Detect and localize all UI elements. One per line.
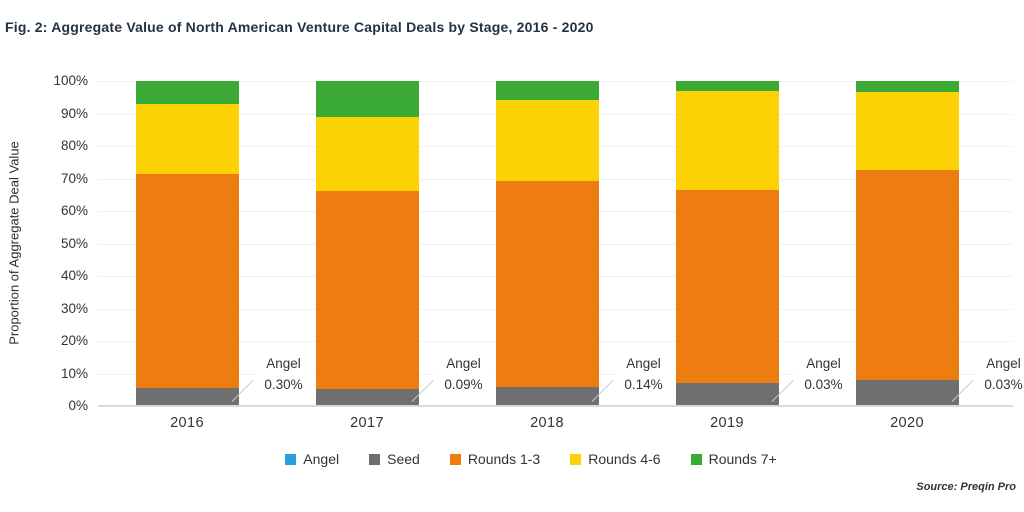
y-tick-label: 30%	[60, 300, 88, 316]
bar-segment-rounds-7-	[855, 81, 959, 93]
annotation-label-2017: Angel 0.09%	[434, 352, 493, 396]
y-tick-label: 70%	[60, 170, 88, 186]
legend-swatch-icon	[285, 453, 297, 465]
annotation-label-2020: Angel 0.03%	[974, 352, 1024, 396]
y-tick-label: 60%	[60, 203, 88, 218]
legend-item-rounds-4-6: Rounds 4-6	[570, 451, 661, 467]
stacked-bar-2019	[675, 81, 779, 406]
bar-segment-rounds-4-6	[315, 117, 419, 191]
legend-label: Rounds 1-3	[467, 451, 541, 467]
legend-swatch-icon	[690, 453, 702, 465]
annotation-series-name: Angel	[446, 356, 481, 371]
bar-segment-rounds-4-6	[495, 100, 599, 182]
x-tick-label: 2018	[530, 415, 564, 431]
annotation-label-2016: Angel 0.30%	[254, 352, 313, 396]
y-tick-label: 20%	[60, 333, 88, 348]
stacked-bar-2017	[315, 81, 419, 406]
bar-segment-rounds-1-3	[135, 173, 239, 389]
annotation-value: 0.09%	[444, 377, 483, 392]
x-axis-line	[98, 405, 1013, 407]
legend-swatch-icon	[570, 453, 582, 465]
y-axis-title: Proportion of Aggregate Deal Value	[6, 141, 22, 345]
legend-label: Angel	[303, 451, 340, 467]
legend-item-rounds-1-3: Rounds 1-3	[449, 451, 541, 467]
bar-segment-rounds-7-	[315, 81, 419, 118]
stacked-bar-2016	[135, 81, 239, 406]
y-tick-label: 90%	[60, 105, 88, 121]
y-tick-label: 50%	[60, 235, 88, 251]
legend-label: Seed	[387, 451, 420, 467]
annotation-value: 0.03%	[984, 377, 1023, 392]
legend-swatch-icon	[449, 453, 461, 465]
bar-segment-rounds-1-3	[495, 181, 599, 388]
bar-segment-rounds-1-3	[675, 189, 779, 383]
bar-segment-rounds-4-6	[675, 91, 779, 190]
bar-segment-rounds-7-	[495, 81, 599, 101]
bar-segment-seed	[495, 387, 599, 406]
chart-title: Fig. 2: Aggregate Value of North America…	[5, 19, 594, 35]
bar-segment-seed	[315, 388, 419, 406]
y-tick-label: 80%	[60, 138, 88, 153]
legend: Angel Seed Rounds 1-3 Rounds 4-6 Rounds 7+	[95, 451, 967, 467]
y-tick-label: 40%	[60, 268, 88, 283]
annotation-label-2019: Angel 0.03%	[794, 352, 853, 396]
bar-segment-seed	[675, 382, 779, 406]
legend-item-angel: Angel	[285, 451, 339, 467]
annotation-series-name: Angel	[986, 356, 1021, 371]
annotation-series-name: Angel	[266, 356, 301, 371]
y-tick-label: 10%	[60, 365, 88, 381]
x-tick-label: 2019	[710, 415, 744, 431]
bar-segment-rounds-4-6	[855, 92, 959, 170]
bar-segment-seed	[135, 388, 239, 406]
x-tick-label: 2016	[170, 415, 204, 431]
annotation-value: 0.30%	[264, 377, 303, 392]
bar-segment-rounds-1-3	[855, 169, 959, 380]
stacked-bar-2018	[495, 81, 599, 406]
bar-segment-seed	[855, 379, 959, 406]
legend-label: Rounds 7+	[708, 451, 777, 467]
annotation-value: 0.14%	[624, 377, 663, 392]
annotation-series-name: Angel	[806, 356, 841, 371]
bar-segment-rounds-1-3	[315, 190, 419, 389]
legend-swatch-icon	[369, 453, 381, 465]
x-tick-label: 2020	[890, 415, 924, 431]
source-credit: Source: Preqin Pro	[916, 481, 1016, 493]
annotation-value: 0.03%	[804, 377, 843, 392]
bar-segment-rounds-7-	[675, 81, 779, 92]
x-tick-label: 2017	[350, 415, 384, 431]
annotation-series-name: Angel	[626, 356, 661, 371]
plot-area	[98, 81, 1013, 407]
legend-item-rounds-7-: Rounds 7+	[690, 451, 777, 467]
legend-item-seed: Seed	[369, 451, 420, 467]
legend-label: Rounds 4-6	[588, 451, 661, 467]
stacked-bar-2020	[855, 81, 959, 406]
y-tick-label: 0%	[68, 398, 88, 413]
bar-segment-rounds-4-6	[135, 103, 239, 174]
annotation-label-2018: Angel 0.14%	[614, 352, 673, 396]
bar-segment-rounds-7-	[135, 81, 239, 104]
y-tick-label: 100%	[53, 73, 88, 88]
